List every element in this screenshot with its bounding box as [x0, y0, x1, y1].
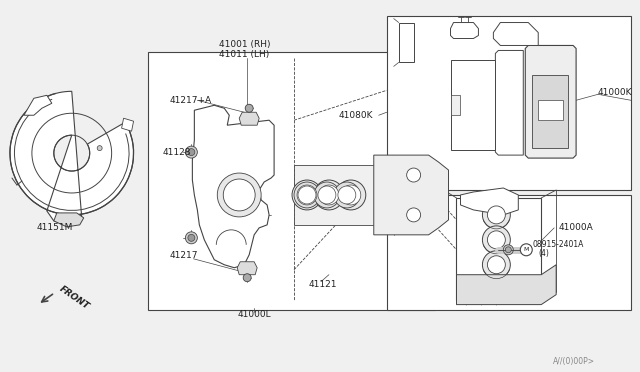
- Circle shape: [483, 201, 510, 229]
- Text: FRONT: FRONT: [58, 284, 91, 311]
- Circle shape: [520, 244, 532, 256]
- Text: 41011 (LH): 41011 (LH): [220, 50, 269, 59]
- Circle shape: [242, 263, 252, 273]
- Circle shape: [341, 185, 361, 205]
- Circle shape: [298, 186, 316, 204]
- Polygon shape: [493, 23, 538, 45]
- Circle shape: [336, 180, 366, 210]
- Circle shape: [406, 168, 420, 182]
- Text: 41000L: 41000L: [237, 310, 271, 319]
- Circle shape: [297, 185, 317, 205]
- Polygon shape: [525, 45, 576, 158]
- Circle shape: [488, 256, 506, 274]
- Polygon shape: [451, 60, 495, 150]
- Bar: [294, 165, 374, 225]
- Circle shape: [483, 251, 510, 279]
- Circle shape: [223, 179, 255, 211]
- Circle shape: [503, 245, 513, 255]
- Circle shape: [506, 247, 511, 253]
- Text: 08915-2401A: 08915-2401A: [532, 240, 584, 249]
- Polygon shape: [451, 23, 479, 38]
- Text: M: M: [524, 247, 529, 252]
- Text: 41128: 41128: [163, 148, 191, 157]
- Circle shape: [319, 185, 339, 205]
- Polygon shape: [456, 265, 556, 305]
- Bar: [387, 16, 631, 190]
- Text: 41151M: 41151M: [36, 223, 73, 232]
- Circle shape: [338, 186, 356, 204]
- Circle shape: [186, 146, 197, 158]
- Circle shape: [294, 182, 320, 208]
- Text: (4): (4): [538, 249, 549, 258]
- Circle shape: [483, 226, 510, 254]
- Text: 41217+A: 41217+A: [170, 96, 212, 105]
- Circle shape: [188, 149, 195, 155]
- Polygon shape: [495, 51, 524, 155]
- Circle shape: [488, 206, 506, 224]
- Circle shape: [334, 182, 360, 208]
- Circle shape: [218, 173, 261, 217]
- Text: 41001 (RH): 41001 (RH): [220, 40, 271, 49]
- Circle shape: [97, 145, 102, 151]
- Bar: [538, 100, 563, 120]
- Polygon shape: [54, 213, 84, 227]
- Text: 41080K: 41080K: [339, 111, 373, 120]
- Circle shape: [188, 234, 195, 241]
- Polygon shape: [122, 118, 134, 131]
- Text: 41000K: 41000K: [598, 88, 632, 97]
- Polygon shape: [374, 155, 449, 235]
- Circle shape: [318, 186, 336, 204]
- Polygon shape: [24, 95, 52, 115]
- Polygon shape: [193, 105, 274, 268]
- Circle shape: [186, 232, 197, 244]
- Circle shape: [488, 231, 506, 249]
- Circle shape: [243, 274, 251, 282]
- Circle shape: [406, 208, 420, 222]
- Polygon shape: [399, 23, 413, 62]
- Circle shape: [314, 182, 340, 208]
- Circle shape: [292, 180, 322, 210]
- Bar: [147, 52, 435, 310]
- Polygon shape: [532, 76, 568, 148]
- Circle shape: [245, 104, 253, 112]
- Text: 41217: 41217: [170, 251, 198, 260]
- Circle shape: [314, 180, 344, 210]
- Bar: [451, 95, 461, 115]
- Polygon shape: [10, 91, 134, 225]
- Polygon shape: [461, 188, 518, 215]
- Text: A//(0)00P>: A//(0)00P>: [553, 357, 595, 366]
- Circle shape: [244, 113, 254, 123]
- Text: 41121: 41121: [309, 280, 337, 289]
- Text: 41000A: 41000A: [558, 223, 593, 232]
- Polygon shape: [237, 262, 257, 275]
- Bar: [456, 198, 541, 299]
- Bar: [387, 195, 631, 310]
- Polygon shape: [239, 112, 259, 125]
